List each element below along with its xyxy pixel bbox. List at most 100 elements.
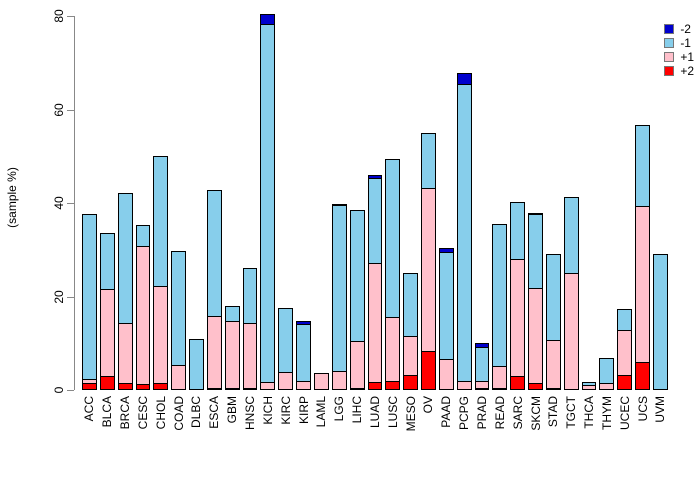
bar-segment-cesc-+2: [135, 384, 151, 390]
legend-label-+2: +2: [680, 64, 694, 78]
x-tick-label-wrap: UVM: [653, 396, 668, 468]
x-tick-label-wrap: GBM: [225, 396, 240, 468]
bar-segment-luad-+1: [367, 262, 383, 383]
bar-segment-skcm-+1: [528, 287, 543, 385]
bar-prad: [474, 343, 490, 390]
bar-segment-esca-+2: [206, 388, 222, 390]
bar-segment-stad-+1: [545, 339, 561, 389]
bar-segment-pcpg-+1: [456, 380, 472, 390]
bar-segment-brca-+1: [117, 323, 133, 384]
legend-label-+1: +1: [680, 50, 694, 64]
bar-segment-thca-+1: [581, 385, 597, 390]
x-tick-label-wrap: ESCA: [207, 396, 222, 468]
x-tick-label-tgct: TGCT: [564, 396, 579, 429]
legend-label--2: -2: [680, 22, 691, 36]
legend-row--2: -2: [664, 23, 694, 35]
bar-segment-lihc--1: [349, 209, 365, 342]
bar-segment-chol-+2: [153, 383, 169, 390]
bar-lusc: [385, 158, 401, 390]
bar-dlbc: [189, 339, 204, 390]
x-tick-label-wrap: OV: [421, 396, 436, 468]
bar-segment-tgct-+1: [563, 273, 579, 390]
bar-coad: [171, 250, 187, 390]
bar-segment-sarc-+1: [510, 259, 526, 377]
bar-segment-ov--1: [421, 132, 436, 189]
legend-label--1: -1: [680, 36, 691, 50]
x-tick-label-esca: ESCA: [207, 396, 222, 429]
bar-segment-uvm--1: [653, 253, 668, 390]
bar-segment-acc--1: [82, 214, 97, 381]
bar-segment-luad-+2: [367, 381, 383, 390]
x-tick-label-cesc: CESC: [135, 396, 150, 430]
x-tick-label-meso: MESO: [403, 396, 418, 432]
y-tick-label-wrap: 60: [52, 103, 66, 116]
x-tick-label-wrap: MESO: [403, 396, 418, 468]
y-tick-mark: [67, 296, 74, 298]
bar-segment-lusc--1: [385, 158, 401, 318]
bar-segment-paad--1: [438, 251, 454, 361]
bar-segment-ov-+1: [421, 187, 436, 352]
y-tick-label-wrap: 0: [52, 387, 66, 394]
bar-segment-chol-+1: [153, 285, 169, 384]
x-tick-label-thym: THYM: [599, 396, 614, 430]
bar-kirp: [296, 320, 311, 390]
bar-pcpg: [456, 73, 472, 390]
x-tick-label-prad: PRAD: [474, 396, 489, 430]
x-tick-label-brca: BRCA: [118, 396, 133, 430]
bar-segment-coad--1: [171, 250, 187, 366]
x-tick-label-wrap: THCA: [582, 396, 597, 468]
legend-swatch-+2: [664, 66, 675, 76]
legend-swatch--2: [664, 24, 675, 34]
bar-kich: [260, 14, 276, 390]
bar-segment-gbm--1: [224, 305, 240, 323]
bar-segment-pcpg--1: [456, 83, 472, 382]
x-tick-label-wrap: LGG: [332, 396, 347, 468]
y-tick-mark: [67, 109, 74, 111]
x-tick-label-wrap: HNSC: [243, 396, 258, 468]
bar-segment-coad-+1: [171, 364, 187, 390]
bar-segment-ucs-+2: [635, 362, 650, 390]
x-tick-label-wrap: TGCT: [564, 396, 579, 468]
bar-ucs: [635, 124, 650, 390]
bar-uvm: [653, 253, 668, 390]
x-tick-label-gbm: GBM: [225, 396, 240, 424]
x-tick-label-wrap: LAML: [314, 396, 329, 468]
bar-sarc: [510, 202, 526, 390]
x-tick-label-ucs: UCS: [635, 396, 650, 422]
legend-row-+1: +1: [664, 51, 694, 63]
y-tick-label: 0: [52, 386, 66, 394]
bar-segment-lihc-+1: [349, 340, 365, 389]
bar-segment-skcm-+2: [528, 383, 543, 390]
bar-read: [492, 223, 508, 390]
x-tick-label-pcpg: PCPG: [457, 396, 472, 431]
legend-row--1: -1: [664, 37, 694, 49]
x-tick-label-ov: OV: [421, 396, 436, 414]
y-axis-title: (sample %): [5, 167, 19, 228]
bar-segment-hnsc--1: [242, 268, 258, 324]
bar-segment-luad--1: [367, 178, 383, 264]
bar-segment-blca-+1: [99, 288, 115, 377]
bar-segment-kirc-+1: [278, 371, 294, 390]
bar-segment-stad-+2: [545, 388, 561, 390]
x-tick-label-wrap: KICH: [260, 396, 275, 468]
bar-segment-kirp--1: [296, 324, 311, 382]
bar-segment-cesc--1: [135, 224, 151, 248]
bar-segment-sarc--1: [510, 202, 526, 261]
bar-lihc: [349, 209, 365, 390]
x-tick-label-acc: ACC: [82, 396, 97, 422]
x-tick-label-uvm: UVM: [653, 396, 668, 423]
x-tick-label-dlbc: DLBC: [189, 396, 204, 429]
bar-segment-meso-+2: [403, 375, 419, 390]
bar-kirc: [278, 307, 294, 390]
y-tick-label: 60: [52, 102, 66, 117]
x-tick-label-wrap: LIHC: [350, 396, 365, 468]
x-tick-label-wrap: SARC: [510, 396, 525, 468]
bar-thca: [581, 381, 597, 390]
bar-segment-ucs-+1: [635, 205, 650, 364]
x-tick-label-coad: COAD: [171, 396, 186, 431]
bar-segment-esca-+1: [206, 315, 222, 389]
bar-segment-brca--1: [117, 193, 133, 325]
bar-segment-hnsc-+2: [242, 388, 258, 390]
x-tick-label-stad: STAD: [546, 396, 561, 428]
